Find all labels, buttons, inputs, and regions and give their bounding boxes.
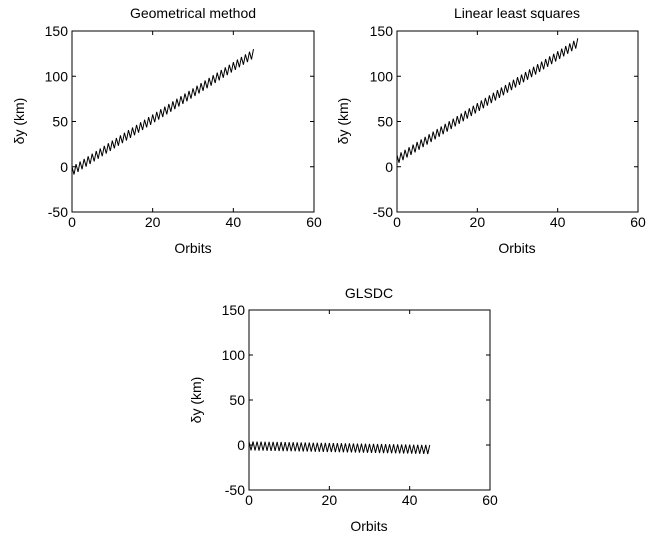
y-tick-label: 150 (370, 23, 394, 39)
panel-title: GLSDC (345, 285, 393, 301)
y-tick-label: 0 (237, 437, 245, 453)
y-tick-label: -50 (373, 204, 393, 220)
y-tick-label: 100 (222, 347, 246, 363)
x-axis-label: Orbits (350, 518, 387, 534)
x-tick-label: 40 (550, 214, 566, 230)
axes-frame (71, 30, 315, 213)
x-tick-label: 0 (393, 214, 401, 230)
y-tick-label: 50 (377, 114, 393, 130)
x-tick-label: 20 (322, 492, 338, 508)
panel-title: Linear least squares (454, 5, 580, 21)
y-tick-label: -50 (48, 204, 68, 220)
x-tick-label: 20 (145, 214, 161, 230)
x-tick-label: 20 (470, 214, 486, 230)
y-tick-label: 150 (222, 302, 246, 318)
y-tick-label: 150 (45, 23, 69, 39)
data-series-line (396, 38, 579, 163)
x-tick-label: 60 (482, 492, 498, 508)
x-axis-label: Orbits (174, 240, 211, 256)
data-series-line (248, 441, 431, 455)
axes-frame (248, 309, 491, 491)
x-axis-label: Orbits (498, 240, 535, 256)
y-tick-label: 50 (229, 392, 245, 408)
x-tick-label: 0 (68, 214, 76, 230)
data-series-line (71, 49, 254, 175)
y-tick-label: 0 (385, 159, 393, 175)
x-tick-label: 40 (226, 214, 242, 230)
y-axis-label: δy (km) (11, 98, 27, 145)
y-axis-label: δy (km) (188, 377, 204, 424)
x-tick-label: 60 (306, 214, 322, 230)
panel-linear-least-squares: Linear least squares 0 20 40 60-50050100150… (335, 5, 646, 256)
x-tick-label: 40 (402, 492, 418, 508)
x-tick-label: 60 (630, 214, 646, 230)
axes-frame (396, 30, 639, 213)
y-axis-label: δy (km) (335, 98, 351, 145)
y-tick-label: -50 (225, 482, 245, 498)
panel-title: Geometrical method (130, 5, 256, 21)
x-tick-label: 0 (245, 492, 253, 508)
y-tick-label: 100 (370, 68, 394, 84)
y-tick-label: 100 (45, 68, 69, 84)
y-tick-label: 50 (52, 114, 68, 130)
y-tick-label: 0 (60, 159, 68, 175)
